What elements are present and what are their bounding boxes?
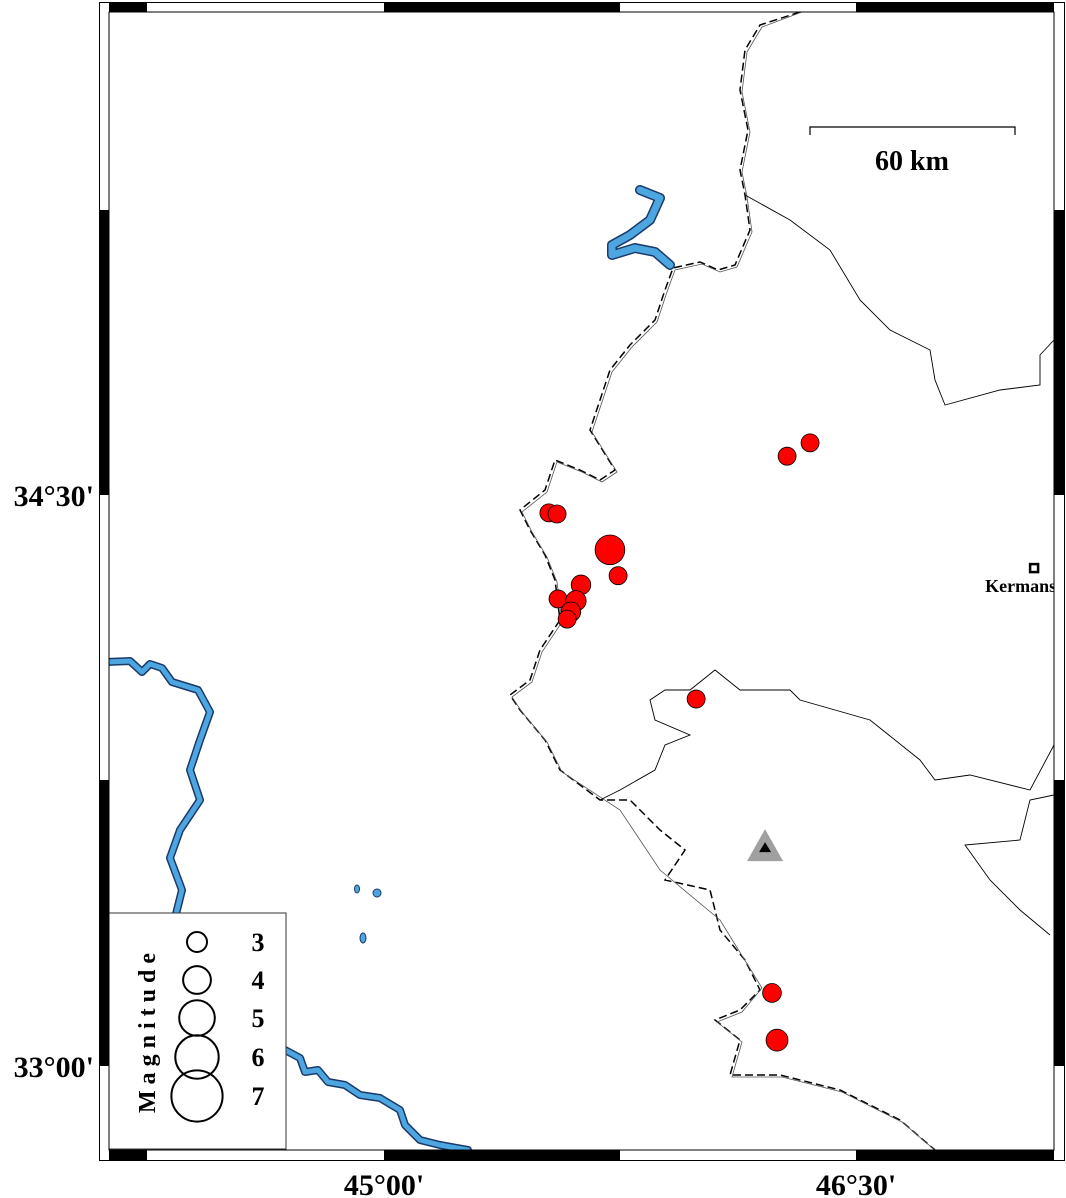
station (747, 829, 784, 862)
y-tick-label: 33°00' (14, 1051, 94, 1084)
earthquake-event (608, 566, 628, 586)
station-inner-triangle-icon (759, 842, 772, 853)
legend-circle (182, 965, 212, 995)
borders (508, 12, 1054, 1150)
city-marker: Kermanshah (985, 562, 1066, 596)
earthquake-event (762, 983, 782, 1003)
map-frame (99, 2, 1065, 1161)
legend-magnitude-label: 6 (252, 1043, 265, 1072)
city-label: Kermanshah (985, 576, 1066, 596)
legend-magnitude-label: 4 (252, 966, 265, 995)
earthquake-event (765, 1028, 789, 1052)
province-border (964, 794, 1054, 936)
events (539, 433, 820, 1052)
earthquake-event (777, 446, 797, 466)
city-square-icon (1028, 562, 1040, 574)
province-border (744, 194, 1054, 406)
earthquake-event (686, 689, 706, 709)
earthquake-event (547, 504, 567, 524)
legend-magnitude-label: 3 (252, 928, 265, 957)
x-tick-label: 45°00' (344, 1169, 424, 1198)
legend-magnitude-label: 5 (252, 1004, 265, 1033)
scale-bar: 60 km (809, 126, 1016, 177)
legend-circle (186, 931, 208, 953)
legend-title: Magnitude (135, 947, 161, 1113)
legend-circle (170, 1069, 224, 1123)
earthquake-event (557, 609, 577, 629)
scale-bar-label: 60 km (875, 146, 949, 177)
earthquake-event (594, 534, 626, 566)
international-border (508, 12, 936, 1150)
rivers (109, 185, 675, 1150)
province-border (599, 669, 1054, 801)
legend-magnitude-label: 7 (252, 1082, 265, 1111)
axis-labels: 45°00' 46°30' 34°30' 33°00' (14, 480, 897, 1198)
legend: Magnitude 3 4 5 6 7 (108, 912, 287, 1150)
legend-circle (174, 1034, 220, 1080)
island (354, 884, 360, 894)
x-tick-label: 46°30' (816, 1169, 896, 1198)
island (372, 888, 382, 898)
island (359, 932, 367, 944)
y-tick-label: 34°30' (14, 480, 94, 513)
earthquake-event (800, 433, 820, 453)
